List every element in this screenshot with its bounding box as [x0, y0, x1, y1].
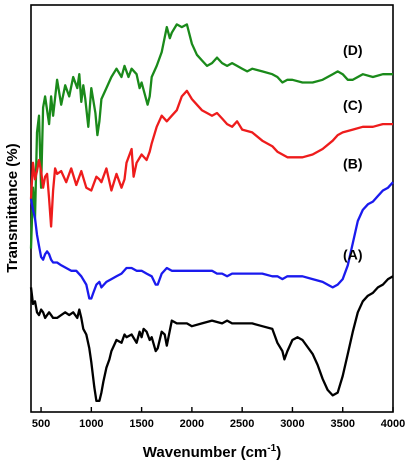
series-line-2	[29, 181, 394, 300]
series-layer	[29, 23, 394, 403]
x-tick-label-5: 3000	[280, 418, 304, 430]
x-tick-label-2: 1500	[129, 418, 153, 430]
x-tick-label-6: 3500	[330, 418, 354, 430]
x-tick-label-7: 4000	[381, 418, 405, 430]
x-tick-label-3: 2000	[180, 418, 204, 430]
x-tick-label-1: 1000	[79, 418, 103, 430]
series-label-0: (D)	[343, 42, 362, 58]
series-line-0	[29, 23, 393, 249]
series-line-1	[29, 89, 393, 228]
plot-frame	[30, 4, 394, 413]
y-axis-title: Transmittance (%)	[4, 143, 21, 272]
x-axis-title: Wavenumber (cm-1)	[143, 443, 281, 461]
x-tick-layer: 500 1000 1500 2000 2500 3000 3500 4000	[32, 407, 405, 430]
x-tick-label-0: 500	[32, 418, 50, 430]
series-label-2: (B)	[343, 155, 362, 171]
x-tick-label-4: 2500	[230, 418, 254, 430]
series-label-3: (A)	[343, 247, 362, 263]
series-label-1: (C)	[343, 97, 362, 113]
series-line-3	[29, 275, 394, 403]
series-label-layer: (D) (C) (B) (A)	[343, 42, 362, 263]
x-axis-title-superscript: -1	[267, 443, 276, 454]
